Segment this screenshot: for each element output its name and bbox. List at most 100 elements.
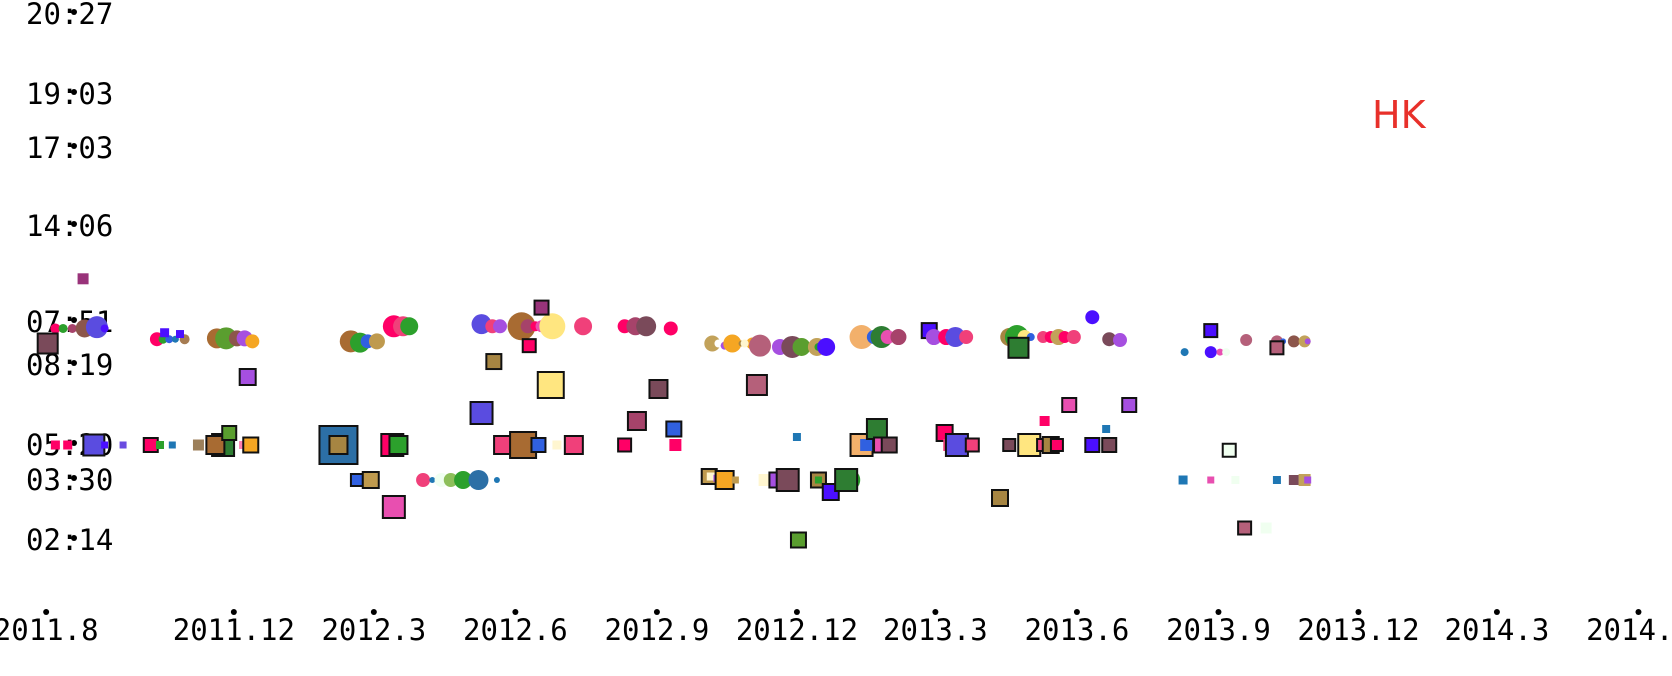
data-point-square [1304,476,1312,484]
data-point-circle [663,321,678,336]
data-point-square [328,435,349,455]
y-tick-mark [71,440,77,446]
data-point-square [706,472,715,481]
x-tick-mark [370,609,377,615]
data-point-square [349,473,364,487]
y-tick-mark [71,535,77,541]
data-point-square [617,437,633,453]
data-point-square [834,468,859,492]
data-point-circle [368,333,385,350]
data-point-square [1178,475,1188,485]
data-point-square [1237,520,1253,536]
x-tick-label: 2013.6 [1025,613,1130,647]
data-point-square [648,379,669,399]
data-point-square [1231,476,1240,484]
data-point-circle [1216,348,1224,356]
data-point-circle [1180,348,1189,357]
data-point-square [775,468,800,492]
data-point-square [1272,476,1281,484]
data-point-circle [1113,333,1127,348]
data-point-square [1002,438,1017,452]
data-point-square [758,474,771,486]
x-tick-mark [512,609,519,615]
data-point-circle [493,477,500,483]
data-point-circle [1222,348,1231,357]
data-point-square [880,436,898,454]
data-point-circle [1287,335,1300,348]
y-tick-mark [71,143,77,149]
x-tick-mark [1073,609,1080,615]
data-point-square [242,436,260,454]
data-point-circle [1204,346,1217,359]
x-tick-mark [230,609,237,615]
data-point-circle [1240,334,1253,347]
data-point-circle [849,325,874,350]
data-point-square [176,330,184,339]
y-tick-mark [71,221,77,227]
data-point-circle [1298,335,1311,348]
data-point-square [1039,416,1050,426]
data-point-square [192,439,204,451]
data-point-circle [50,323,61,334]
y-tick-mark [71,9,77,15]
x-tick-mark [1635,609,1642,615]
data-point-circle [959,330,974,345]
x-tick-mark [1493,609,1500,615]
x-tick-mark [793,609,800,615]
data-point-circle [945,327,966,348]
x-tick-mark [653,609,660,615]
data-point-circle [539,313,566,340]
x-tick-label: 2013.3 [883,613,988,647]
data-point-square [563,435,584,455]
y-axis: 20:2719:0317:0314:0607:5108:1905:2003:30… [26,0,113,557]
data-point-square [485,353,503,371]
data-point-square [221,425,238,441]
x-tick-label: 2012.9 [605,613,710,647]
data-point-square [381,495,406,519]
data-point-square [205,435,226,455]
y-tick-label: 19:03 [26,77,113,111]
data-point-square [714,470,735,490]
data-point-circle [1102,332,1117,347]
y-tick-mark [71,317,77,323]
data-point-square [156,441,164,449]
data-point-circle [100,324,109,333]
data-point-circle [749,334,771,357]
data-point-square [119,441,127,449]
data-point-square [63,440,73,450]
y-tick-label: 02:14 [26,523,113,557]
data-point-square [1049,438,1064,452]
data-point-square [789,531,807,549]
data-point-circle [520,319,535,334]
data-point-square [1207,476,1215,484]
data-point-square [530,437,547,453]
data-point-square [1203,323,1219,339]
data-point-square [792,433,801,441]
data-point-circle [880,330,895,345]
data-point-circle [429,477,436,483]
data-point-circle [792,337,811,356]
y-tick-label: 03:30 [26,463,113,497]
data-point-circle [245,334,260,349]
data-point-circle [1066,330,1081,345]
x-tick-label: 2012.6 [463,613,568,647]
y-tick-mark [71,89,77,95]
x-tick-label: 2011.12 [173,613,295,647]
data-point-square [552,440,562,450]
y-tick-label: 20:27 [26,0,113,31]
data-point-square [865,418,888,440]
data-point-square [1221,442,1237,458]
data-point-square [50,440,60,450]
x-tick-mark [932,609,939,615]
data-point-square [1084,437,1101,453]
data-point-square [142,437,159,453]
x-tick-label: 2013.9 [1166,613,1271,647]
data-point-square [388,435,409,455]
data-point-square [669,439,682,451]
data-points [36,273,1312,549]
x-tick-label: 2013.12 [1297,613,1419,647]
data-point-square [991,489,1009,507]
data-point-circle [723,334,742,353]
x-tick-mark [1215,609,1222,615]
data-point-circle [574,317,593,336]
